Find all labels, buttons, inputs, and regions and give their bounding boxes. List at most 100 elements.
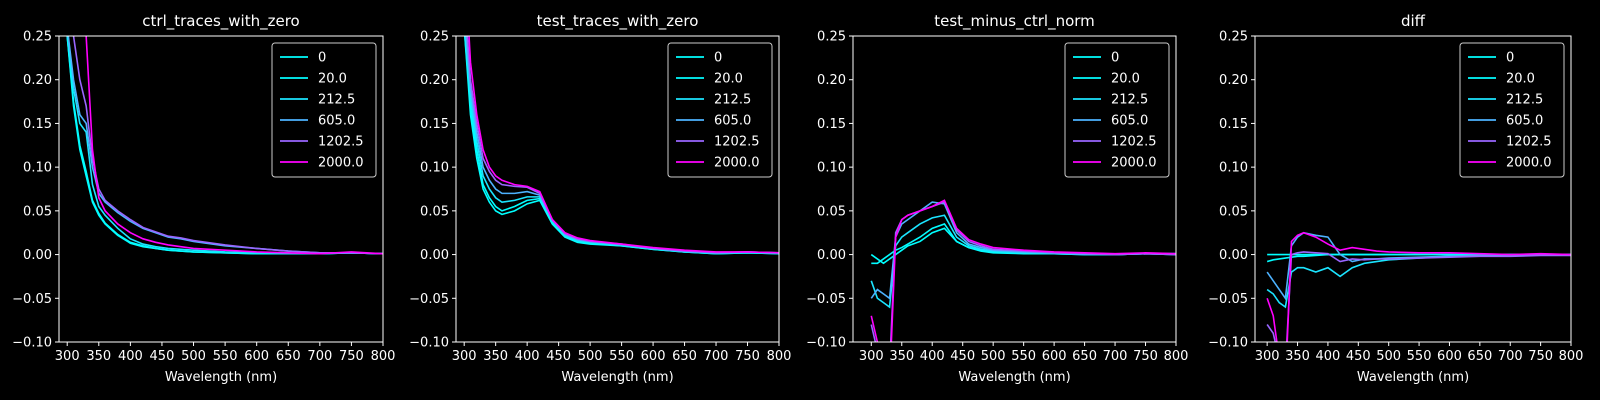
legend-label: 212.5 [1111, 93, 1148, 108]
x-tick-label: 550 [1407, 349, 1432, 364]
legend-label: 20.0 [1506, 72, 1535, 87]
y-tick-label: 0.10 [817, 161, 846, 176]
y-tick-label: −0.05 [409, 292, 449, 307]
subplot: test_traces_with_zero Wavelength (nm) −0.1… [409, 12, 792, 385]
legend-label: 2000.0 [714, 156, 760, 171]
y-tick-label: −0.10 [1208, 336, 1248, 351]
x-tick-label: 750 [1133, 349, 1158, 364]
y-tick-label: 0.25 [817, 30, 846, 45]
data-line [1266, 253, 1571, 263]
legend-label: 605.0 [1111, 114, 1148, 129]
x-tick-label: 300 [452, 349, 477, 364]
legend-label: 1202.5 [1506, 135, 1552, 150]
subplot-title: diff [1401, 12, 1426, 30]
x-tick-label: 700 [307, 349, 332, 364]
y-tick-label: −0.10 [12, 336, 52, 351]
y-tick-label: −0.10 [806, 336, 846, 351]
x-tick-label: 700 [1498, 349, 1523, 364]
subplot-title: ctrl_traces_with_zero [142, 12, 299, 31]
data-line [1266, 231, 1571, 342]
axes-frame [58, 35, 384, 343]
y-tick-label: 0.20 [817, 73, 846, 88]
data-line [85, 36, 383, 255]
axes-frame [455, 35, 780, 343]
subplot: test_minus_ctrl_norm Wavelength (nm) −0.10… [806, 12, 1189, 385]
y-tick-label: 0.10 [420, 161, 449, 176]
y-tick-label: 0.25 [1219, 30, 1248, 45]
data-line [870, 199, 1176, 342]
y-tick-label: 0.05 [23, 204, 52, 219]
x-tick-label: 500 [981, 349, 1006, 364]
legend-label: 605.0 [714, 114, 751, 129]
x-tick-label: 300 [1255, 349, 1280, 364]
x-tick-label: 800 [767, 349, 792, 364]
y-tick-label: −0.10 [409, 336, 449, 351]
y-tick-label: 0.00 [420, 248, 449, 263]
legend: 0 20.0 212.5 605.0 1202.5 2000.0 [1459, 42, 1565, 178]
subplot-title: test_traces_with_zero [537, 12, 699, 31]
x-tick-label: 500 [578, 349, 603, 364]
x-tick-label: 400 [118, 349, 143, 364]
legend-label: 20.0 [714, 72, 743, 87]
y-tick-label: 0.05 [420, 204, 449, 219]
y-tick-label: 0.20 [1219, 73, 1248, 88]
x-tick-label: 650 [672, 349, 697, 364]
x-tick-label: 700 [1103, 349, 1128, 364]
x-tick-label: 750 [339, 349, 364, 364]
legend-label: 212.5 [714, 93, 751, 108]
x-tick-label: 650 [276, 349, 301, 364]
x-tick-label: 600 [1042, 349, 1067, 364]
subplot: ctrl_traces_with_zero Wavelength (nm) −0.1… [12, 12, 396, 385]
legend-label: 20.0 [1111, 72, 1140, 87]
x-tick-label: 650 [1072, 349, 1097, 364]
legend-frame [1459, 42, 1565, 178]
y-tick-label: −0.05 [1208, 292, 1248, 307]
y-tick-label: −0.05 [806, 292, 846, 307]
legend-label: 2000.0 [1111, 156, 1157, 171]
y-tick-label: 0.25 [23, 30, 52, 45]
y-tick-label: 0.15 [817, 117, 846, 132]
y-tick-label: 0.20 [23, 73, 52, 88]
x-tick-label: 750 [735, 349, 760, 364]
x-tick-label: 450 [1346, 349, 1371, 364]
x-tick-label: 400 [515, 349, 540, 364]
y-tick-label: 0.15 [1219, 117, 1248, 132]
legend-label: 1202.5 [1111, 135, 1157, 150]
y-tick-label: 0.00 [1219, 248, 1248, 263]
data-line [72, 36, 383, 255]
x-axis-label: Wavelength (nm) [1357, 370, 1469, 385]
y-tick-label: 0.05 [1219, 204, 1248, 219]
x-tick-label: 350 [483, 349, 508, 364]
x-tick-label: 800 [1164, 349, 1189, 364]
x-tick-label: 600 [641, 349, 666, 364]
y-tick-label: 0.20 [420, 73, 449, 88]
subplot: diff Wavelength (nm) −0.10 −0.05 0.00 0.05 0.1… [1208, 12, 1583, 385]
legend-label: 0 [714, 51, 722, 66]
y-tick-label: 0.25 [420, 30, 449, 45]
legend-label: 605.0 [1506, 114, 1543, 129]
data-line [468, 36, 779, 254]
x-tick-label: 700 [704, 349, 729, 364]
x-tick-label: 500 [181, 349, 206, 364]
legend-label: 605.0 [318, 114, 355, 129]
x-tick-label: 500 [1376, 349, 1401, 364]
x-axis-label: Wavelength (nm) [958, 370, 1070, 385]
legend-label: 0 [1111, 51, 1119, 66]
legend-frame [271, 42, 377, 178]
y-tick-label: 0.00 [817, 248, 846, 263]
data-line [1266, 251, 1571, 342]
legend-label: 2000.0 [318, 156, 364, 171]
legend-frame [1064, 42, 1170, 178]
x-tick-label: 550 [609, 349, 634, 364]
axes-frame [852, 35, 1177, 343]
data-line [870, 214, 1176, 309]
x-tick-label: 350 [1285, 349, 1310, 364]
x-tick-label: 550 [1011, 349, 1036, 364]
x-tick-label: 350 [889, 349, 914, 364]
x-tick-label: 750 [1528, 349, 1553, 364]
x-tick-label: 450 [150, 349, 175, 364]
legend-label: 0 [318, 51, 326, 66]
x-tick-label: 800 [371, 349, 396, 364]
legend-label: 1202.5 [714, 135, 760, 150]
